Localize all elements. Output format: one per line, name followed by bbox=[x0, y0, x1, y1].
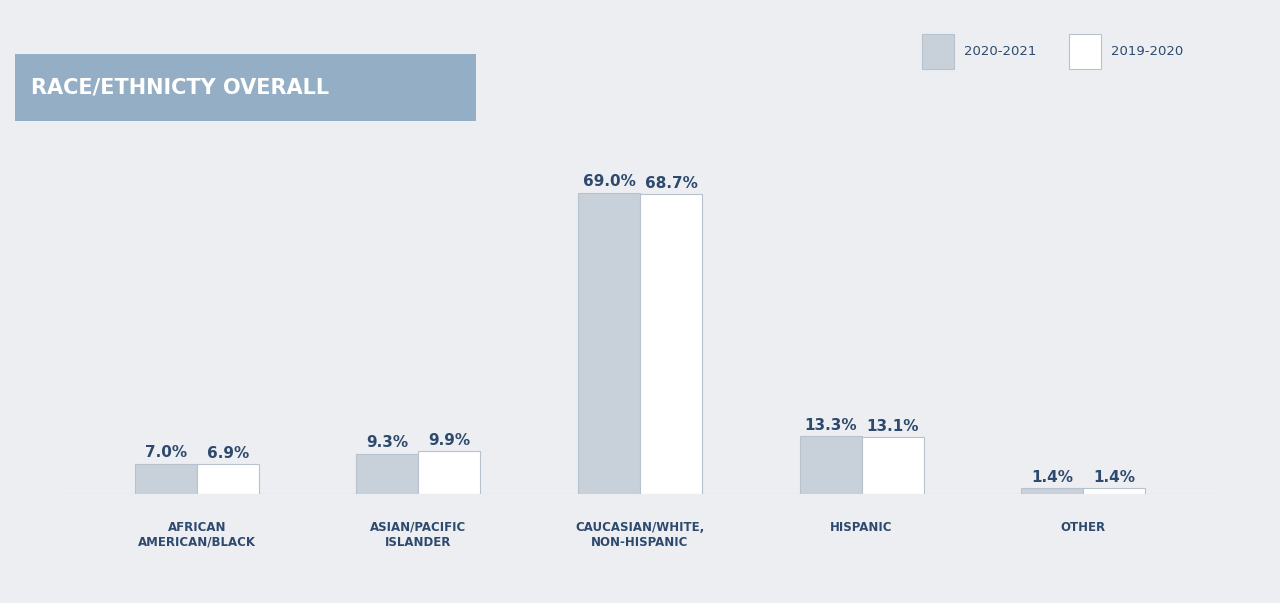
Text: 9.9%: 9.9% bbox=[429, 433, 471, 447]
Bar bbox=[579, 193, 640, 494]
Text: 9.3%: 9.3% bbox=[366, 435, 408, 450]
Text: 13.3%: 13.3% bbox=[804, 418, 856, 433]
Bar bbox=[861, 437, 924, 494]
Bar bbox=[800, 437, 861, 494]
Text: RACE/ETHNICTY OVERALL: RACE/ETHNICTY OVERALL bbox=[31, 77, 329, 98]
Text: 2020-2021: 2020-2021 bbox=[964, 45, 1037, 58]
Text: 2019-2020: 2019-2020 bbox=[1111, 45, 1183, 58]
Text: 1.4%: 1.4% bbox=[1032, 470, 1073, 485]
Text: HISPANIC: HISPANIC bbox=[831, 521, 892, 534]
Text: AFRICAN
AMERICAN/BLACK: AFRICAN AMERICAN/BLACK bbox=[138, 521, 256, 549]
Text: 69.0%: 69.0% bbox=[582, 174, 635, 189]
Bar bbox=[356, 454, 419, 494]
Bar bbox=[1083, 488, 1146, 494]
Bar bbox=[1021, 488, 1083, 494]
Text: OTHER: OTHER bbox=[1061, 521, 1106, 534]
Text: 13.1%: 13.1% bbox=[867, 418, 919, 434]
Bar bbox=[134, 464, 197, 494]
Bar bbox=[197, 464, 259, 494]
Text: CAUCASIAN/WHITE,
NON-HISPANIC: CAUCASIAN/WHITE, NON-HISPANIC bbox=[576, 521, 704, 549]
Bar bbox=[419, 451, 480, 494]
Text: 7.0%: 7.0% bbox=[145, 446, 187, 460]
Text: 6.9%: 6.9% bbox=[207, 446, 250, 461]
Text: 68.7%: 68.7% bbox=[645, 175, 698, 191]
Text: ASIAN/PACIFIC
ISLANDER: ASIAN/PACIFIC ISLANDER bbox=[370, 521, 467, 549]
Bar bbox=[640, 194, 701, 494]
Text: 1.4%: 1.4% bbox=[1093, 470, 1135, 485]
